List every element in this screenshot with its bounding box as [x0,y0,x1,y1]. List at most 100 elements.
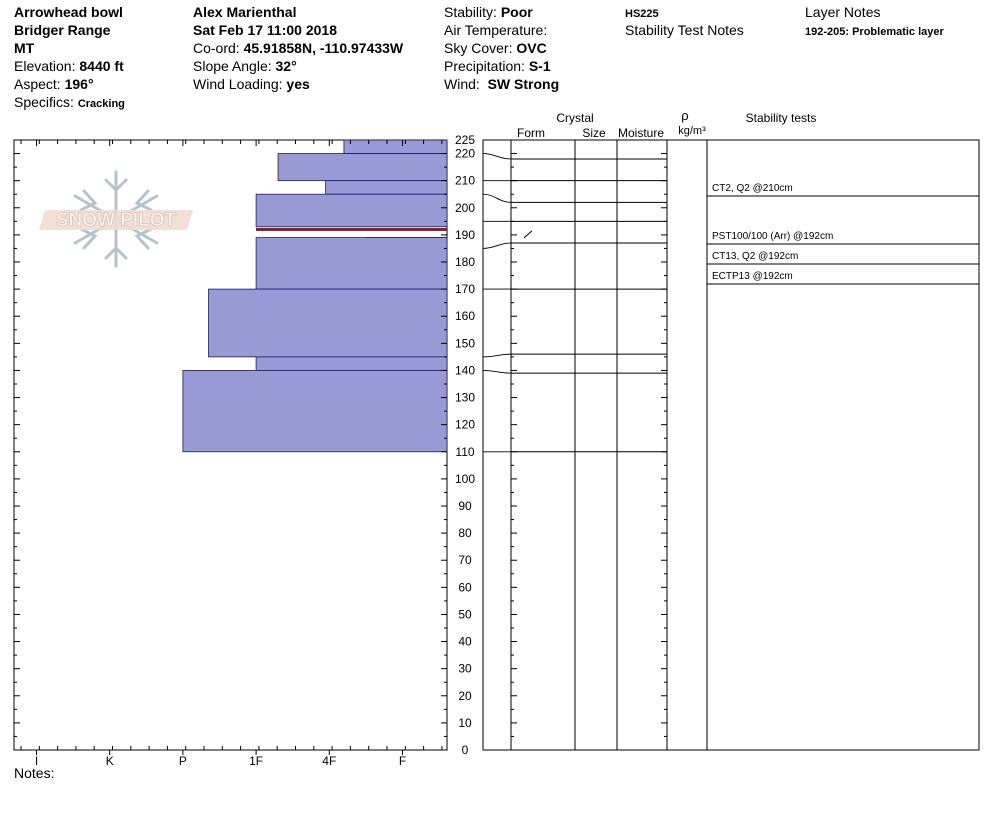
stability-label: Stability: [444,4,497,20]
layer-note-entry: 192-205: Problematic layer [805,26,944,38]
density-unit-header: kg/m³ [678,125,706,137]
weak-layer-marker [256,227,447,231]
sky-label: Sky Cover: [444,40,513,56]
hardness-layer-bar [325,180,448,195]
form-header: Form [517,126,545,140]
height-label: 0 [462,743,469,757]
hardness-layer-bar [255,237,448,290]
range-name: Bridger Range [14,22,111,38]
specifics-label: Specifics: [14,94,74,110]
grain-form-symbol [523,230,533,239]
wind-label: Wind: [444,76,480,92]
crystal-header: Crystal [556,111,593,125]
height-label: 150 [455,336,475,350]
observer-name: Alex Marienthal [193,4,297,20]
height-label: 20 [458,689,472,703]
height-labels: 0 10 20 30 40 50 60 70 80 90 100 110 120 130 140 150 160… [455,133,475,757]
left-height-ticks [14,153,447,751]
stability-test-entry: CT13, Q2 @192cm [712,251,798,262]
height-label: 200 [455,201,475,215]
stability-value: Poor [500,4,533,20]
hardness-label: I [35,754,38,768]
header-observer-info: Alex Marienthal Sat Feb 17 11:00 2018 Co… [193,3,403,93]
hardness-label: 4F [322,754,336,768]
wind-loading-value: yes [286,76,310,92]
aspect-label: Aspect: [14,76,61,92]
height-label: 50 [458,607,472,621]
layer-connector [482,153,512,160]
height-label: 90 [458,499,472,513]
moisture-header: Moisture [618,126,664,140]
height-label: 30 [458,662,472,676]
hardness-labels: I K P 1F 4F F [35,754,406,768]
sky-value: OVC [516,40,547,56]
layer-boundary-lines [482,139,667,453]
height-label: 60 [458,580,472,594]
snowpilot-logo: SNOW PILOT [39,170,193,268]
height-label: 190 [455,228,475,242]
hardness-layer-bar [255,356,448,371]
hs-value: HS225 [625,8,659,20]
height-label: 160 [455,309,475,323]
height-label: 130 [455,391,475,405]
hardness-label: P [179,754,187,768]
height-label: 140 [455,363,475,377]
hardness-layer-bar [182,370,448,453]
header-weather-info: Stability: Poor Air Temperature: Sky Cov… [444,3,559,93]
size-header: Size [582,126,606,140]
hardness-ticks [20,140,443,755]
slope-label: Slope Angle: [193,58,272,74]
observation-datetime: Sat Feb 17 11:00 2018 [193,22,337,38]
hardness-layer-bar [255,193,448,228]
coord-label: Co-ord: [193,40,240,56]
stability-test-notes-label: Stability Test Notes [625,22,744,38]
stability-tests-header: Stability tests [746,111,817,125]
hardness-label: 1F [249,754,263,768]
logo-banner [39,210,193,230]
specifics-value: Cracking [77,98,125,110]
stability-test-entry: CT2, Q2 @210cm [712,183,793,194]
header-layer-notes: Layer Notes 192-205: Problematic layer [805,3,944,39]
header-hs-info: HS225 Stability Test Notes [625,3,744,39]
stability-tests-frame [706,139,980,751]
precip-label: Precipitation: [444,58,525,74]
state-name: MT [14,40,35,56]
hardness-layer-bar [343,139,448,154]
location-name: Arrowhead bowl [14,4,123,20]
height-label: 180 [455,255,475,269]
slope-value: 32° [275,58,297,74]
height-label: 120 [455,418,475,432]
height-label: 10 [458,716,472,730]
elevation-label: Elevation: [14,58,76,74]
density-symbol-header: ρ [681,108,688,123]
stability-test-entry: PST100/100 (Arr) @192cm [712,231,833,242]
hardness-bars [182,139,448,453]
height-label: 170 [455,282,475,296]
air-temp-label: Air Temperature: [444,22,548,38]
wind-loading-label: Wind Loading: [193,76,283,92]
layer-connector [482,353,512,358]
hardness-layer-bar [208,288,448,358]
height-label: 100 [455,472,475,486]
stability-tests-list: CT2, Q2 @210cm PST100/100 (Arr) @192cm CT1… [707,183,979,285]
notes-label: Notes: [14,765,55,781]
logo-text: SNOW PILOT [56,210,177,231]
hardness-label: K [106,754,114,768]
precip-value: S-1 [528,58,551,74]
layer-connector [482,193,512,203]
height-label: 225 [455,133,475,147]
aspect-value: 196° [64,76,94,92]
layer-notes-label: Layer Notes [805,4,881,20]
height-label: 110 [455,445,474,459]
height-label: 70 [458,553,472,567]
hardness-layer-bar [277,153,448,182]
height-label: 220 [455,147,475,161]
wind-value: SW Strong [487,76,560,92]
density-column-frame [666,139,708,751]
height-label: 80 [458,526,472,540]
hardness-label: F [399,754,406,768]
coord-value: 45.91858N, -110.97433W [243,40,404,56]
layer-connector [482,369,512,374]
stability-test-entry: ECTP13 @192cm [712,271,793,282]
